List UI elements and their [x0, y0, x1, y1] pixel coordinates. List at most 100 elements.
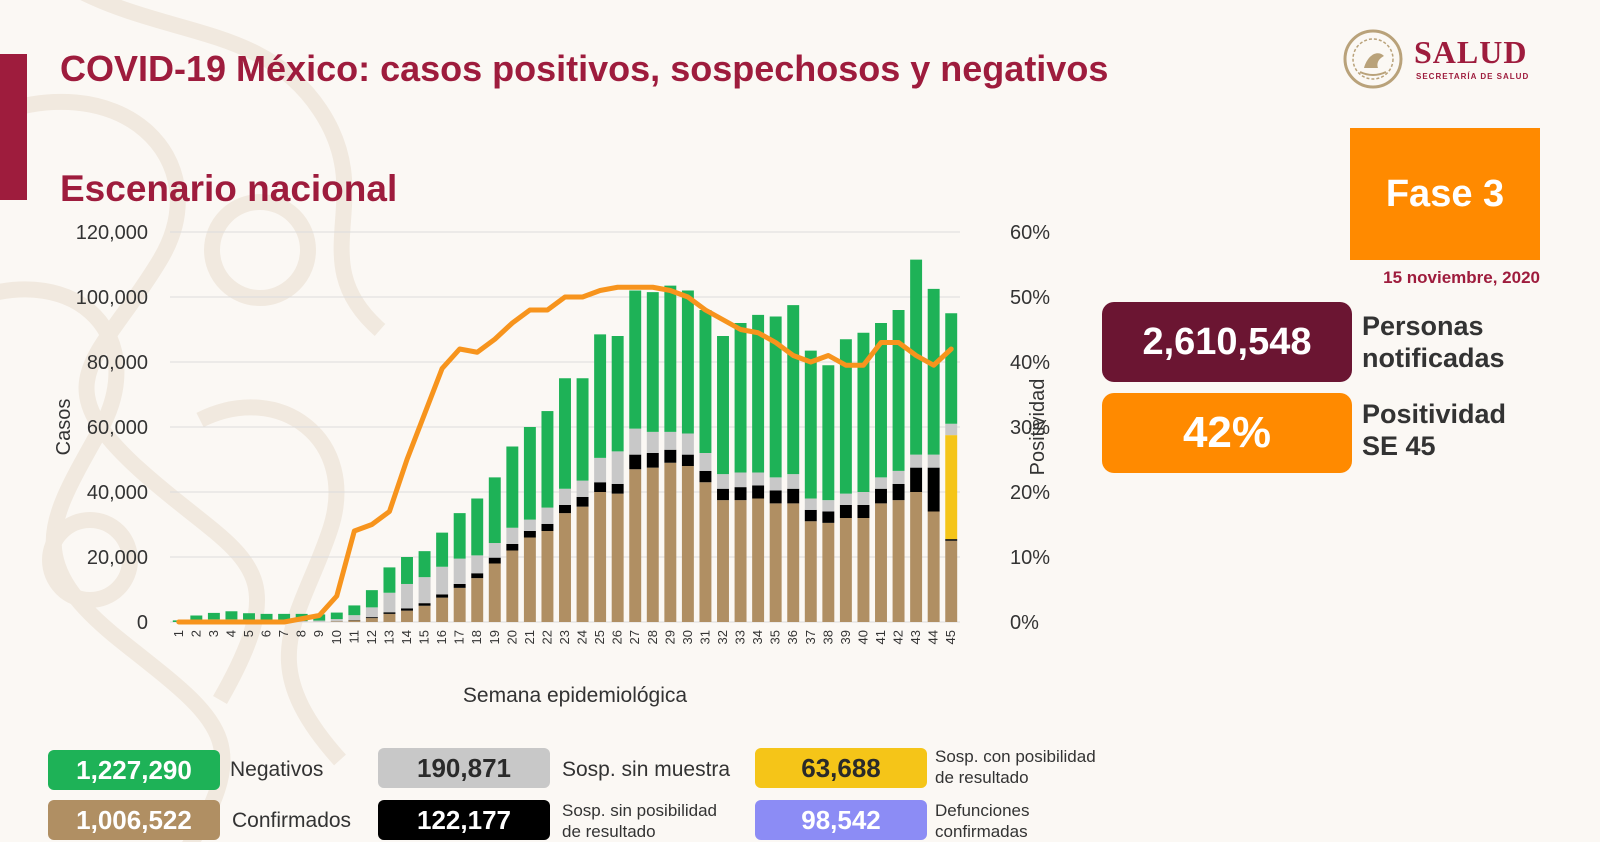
cases-chart: 0 20,000 40,000 60,000 80,000 100,000 120,000 0…: [53, 222, 1050, 707]
y2-tick-label: 30%: [1010, 417, 1050, 439]
bar-confirmados: [594, 492, 607, 622]
y-tick-label: 0: [137, 612, 148, 634]
background-pattern: [0, 0, 386, 842]
bar-sin_muestra: [839, 493, 852, 505]
bar-confirmados: [752, 498, 765, 622]
x-tick-label: 10: [329, 630, 344, 644]
bar-confirmados: [839, 518, 852, 622]
bar-sin_muestra: [892, 470, 905, 484]
page-subtitle: Escenario nacional: [60, 168, 398, 209]
bar-sin_muestra: [699, 453, 712, 471]
bar-sin_muestra: [945, 423, 958, 436]
bar-confirmados: [927, 511, 940, 622]
legend-sin-posibilidad-value: 122,177: [378, 800, 550, 840]
bar-sin_posibilidad: [365, 617, 378, 619]
bar-negativos: [717, 336, 729, 475]
bar-negativos: [453, 513, 466, 559]
legend-sin-posibilidad-line1: Sosp. sin posibilidad: [562, 801, 717, 820]
legend-defunciones-line2: confirmadas: [935, 822, 1028, 841]
x-tick-label: 18: [469, 630, 484, 644]
bar-sin_muestra: [734, 472, 747, 488]
bar-sin_muestra: [787, 474, 800, 489]
bar-sin_muestra: [418, 577, 431, 604]
bar-sin_muestra: [348, 615, 361, 621]
bar-sin_muestra: [506, 527, 519, 544]
bar-sin_posibilidad: [506, 544, 519, 551]
x-tick-label: 34: [750, 630, 765, 644]
coat-of-arms-icon: [1343, 29, 1403, 89]
legend-sin-posibilidad-label: Sosp. sin posibilidad de resultado: [562, 800, 717, 842]
y-tick-label: 20,000: [87, 547, 148, 569]
bar-confirmados: [576, 506, 589, 622]
notified-label: Personas notificadas: [1362, 310, 1505, 374]
bar-sin_posibilidad: [436, 594, 449, 598]
bar-negativos: [365, 590, 378, 608]
bar-negativos: [857, 332, 870, 492]
legend-con-posibilidad-value: 63,688: [755, 748, 927, 788]
bar-confirmados: [611, 493, 624, 622]
bar-sin_posibilidad: [471, 573, 484, 579]
bar-sin_muestra: [330, 619, 343, 622]
bar-sin_posibilidad: [787, 488, 800, 504]
legend-negativos-value: 1,227,290: [48, 750, 220, 790]
report-date: 15 noviembre, 2020: [1383, 268, 1540, 287]
bar-sin_posibilidad: [804, 509, 817, 522]
bar-sin_muestra: [401, 583, 413, 609]
bar-negativos: [243, 613, 255, 621]
bar-confirmados: [699, 482, 712, 622]
bar-sin_posibilidad: [418, 603, 431, 606]
bar-sin_muestra: [576, 480, 589, 497]
bar-negativos: [401, 557, 413, 584]
bar-sin_posibilidad: [664, 449, 677, 463]
bar-negativos: [190, 615, 203, 622]
logo-wordmark: SALUD: [1414, 34, 1528, 70]
bar-sin_posibilidad: [752, 485, 765, 499]
bar-sin_muestra: [646, 431, 659, 453]
y2-axis-title: Positividad: [1027, 379, 1049, 476]
bar-sin_posibilidad: [646, 453, 659, 468]
bar-sin_muestra: [752, 472, 765, 486]
bar-sin_muestra: [383, 592, 396, 613]
bar-sin_posibilidad: [945, 539, 958, 541]
bar-sin_muestra: [822, 500, 835, 512]
phase-badge: Fase 3: [1350, 128, 1540, 260]
legend-defunciones-line1: Defunciones: [935, 801, 1030, 820]
bar-negativos: [278, 613, 291, 621]
bar-sin_muestra: [681, 433, 694, 455]
y-axis-title: Casos: [53, 399, 75, 456]
x-tick-label: 14: [399, 630, 414, 644]
x-tick-label: 8: [294, 630, 309, 637]
bar-negativos: [699, 310, 712, 453]
bar-confirmados: [436, 597, 449, 622]
bar-negativos: [523, 427, 536, 520]
bar-sin_posibilidad: [839, 505, 852, 518]
bar-confirmados: [488, 563, 501, 622]
x-tick-label: 25: [592, 630, 607, 644]
y-tick-label: 40,000: [87, 482, 148, 504]
positivity-line: [176, 284, 954, 625]
bar-sin_posibilidad: [611, 483, 624, 494]
x-tick-label: 4: [223, 630, 238, 637]
x-axis-title: Semana epidemiológica: [463, 684, 687, 707]
x-tick-label: 27: [627, 630, 642, 644]
y-tick-label: 120,000: [76, 222, 148, 244]
x-tick-label: 22: [539, 630, 554, 644]
x-tick-label: 31: [697, 630, 712, 644]
bar-confirmados: [559, 513, 571, 622]
bar-sin_muestra: [629, 428, 642, 455]
bar-sin_muestra: [717, 474, 729, 489]
bar-negativos: [418, 551, 431, 578]
legend-sin-muestra-value: 190,871: [378, 748, 550, 788]
bar-negativos: [875, 323, 887, 478]
bar-negativos: [559, 378, 571, 489]
bar-confirmados: [822, 522, 835, 622]
bar-negativos: [804, 350, 817, 499]
bar-negativos: [260, 613, 273, 621]
bar-negativos: [594, 334, 607, 458]
x-tick-label: 3: [206, 630, 221, 637]
bar-sin_posibilidad: [822, 511, 835, 523]
bar-sin_muestra: [541, 507, 554, 524]
bar-negativos: [611, 336, 624, 452]
x-tick-label: 17: [452, 630, 467, 644]
page-title: COVID-19 México: casos positivos, sospec…: [60, 48, 1109, 89]
